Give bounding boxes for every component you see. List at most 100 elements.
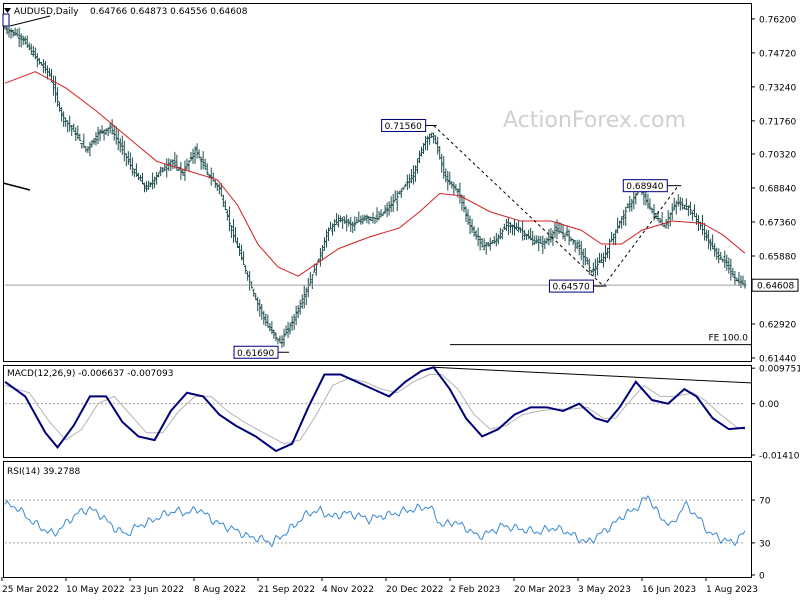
rsi-line — [4, 495, 746, 548]
price-bar — [547, 229, 551, 246]
price-bar — [310, 274, 314, 290]
price-axis-label: 0.68840 — [759, 184, 796, 194]
price-bar — [442, 156, 446, 179]
price-bar — [715, 247, 719, 260]
price-bar — [335, 213, 339, 225]
price-bar — [39, 62, 43, 66]
price-bar — [597, 253, 601, 264]
price-bar — [741, 275, 745, 286]
price-bar — [54, 76, 58, 103]
price-bar — [709, 238, 713, 251]
price-bar — [74, 127, 78, 141]
price-bar — [670, 203, 674, 221]
price-bar — [476, 227, 480, 247]
price-bar — [504, 218, 508, 232]
price-bar — [242, 251, 246, 266]
moving-average — [4, 71, 746, 277]
price-bar — [506, 217, 510, 236]
price-bar — [189, 151, 193, 162]
price-bar — [567, 229, 571, 246]
price-bar — [407, 174, 411, 189]
price-bar — [118, 138, 122, 153]
price-bar — [23, 36, 27, 45]
price-bar — [76, 125, 80, 140]
price-bars — [3, 22, 747, 348]
price-bar — [341, 217, 345, 229]
price-bar — [690, 211, 694, 221]
price-bar — [314, 263, 318, 276]
macd-lines — [4, 366, 752, 453]
price-bar — [444, 168, 448, 183]
time-axis-label: 25 Mar 2022 — [2, 585, 59, 595]
price-bar — [217, 183, 221, 195]
price-bar — [329, 221, 333, 230]
price-axis-label: 0.67360 — [759, 218, 796, 228]
price-bar — [276, 338, 280, 345]
price-bar — [353, 216, 357, 231]
price-bar — [284, 325, 288, 336]
price-bar — [120, 135, 124, 155]
price-bar — [571, 238, 575, 245]
price-bar — [529, 227, 533, 241]
time-axis: 25 Mar 2022 10 May 2022 23 Jun 2022 8 Aug 2… — [1, 577, 758, 595]
price-bar — [116, 129, 120, 151]
left-marker-box — [2, 13, 10, 27]
price-bar — [41, 59, 45, 74]
price-bar — [248, 271, 252, 291]
price-bar — [606, 247, 610, 259]
price-bar — [676, 194, 680, 207]
price-bar — [725, 254, 729, 271]
price-bar — [486, 242, 490, 247]
price-bar — [450, 181, 454, 189]
price-bar — [367, 216, 371, 225]
price-bar — [9, 28, 13, 39]
price-bar — [19, 33, 23, 48]
price-bar — [282, 328, 286, 347]
price-bar — [205, 163, 209, 176]
price-bar — [618, 220, 622, 229]
price-bar — [171, 159, 175, 170]
swing-label: 0.68940 — [622, 179, 682, 193]
price-bar — [622, 209, 626, 226]
price-bar — [634, 192, 638, 205]
price-bar — [513, 218, 517, 236]
price-bar — [343, 216, 347, 224]
collapse-triangle-icon[interactable] — [4, 8, 11, 13]
price-bar — [549, 227, 553, 243]
price-bar — [537, 235, 541, 252]
price-bar — [446, 170, 450, 191]
time-axis-label: 10 May 2022 — [66, 585, 125, 595]
price-bar — [399, 188, 403, 199]
time-axis-label: 23 Jun 2022 — [130, 585, 184, 595]
price-axis-label: 0.76200 — [759, 15, 796, 25]
price-bar — [161, 167, 165, 173]
swing-label-text: 0.61690 — [237, 349, 274, 359]
price-bar — [583, 248, 587, 266]
price-bar — [733, 270, 737, 286]
price-bar — [630, 198, 634, 212]
price-bar — [440, 154, 444, 173]
price-bar — [355, 217, 359, 224]
price-bar — [288, 322, 292, 335]
price-bar — [593, 258, 597, 278]
time-axis-label: 20 Mar 2023 — [514, 585, 571, 595]
price-bar — [403, 183, 407, 188]
price-bar — [735, 277, 739, 282]
price-bar — [508, 222, 512, 233]
price-bar — [705, 229, 709, 241]
price-bar — [527, 229, 531, 240]
price-bar — [197, 149, 201, 159]
price-bar — [153, 176, 157, 189]
price-axis-label: 0.70320 — [759, 150, 796, 160]
price-bar — [496, 234, 500, 245]
price-bar — [62, 111, 66, 127]
price-bar — [581, 248, 585, 266]
price-bar — [498, 228, 502, 240]
price-bar — [434, 135, 438, 145]
price-bar — [521, 221, 525, 241]
price-axis-label: 0.74720 — [759, 49, 796, 59]
price-bar — [191, 148, 195, 164]
price-bar — [387, 201, 391, 216]
price-bar — [29, 43, 33, 55]
price-axis-label: 0.61440 — [759, 355, 796, 365]
